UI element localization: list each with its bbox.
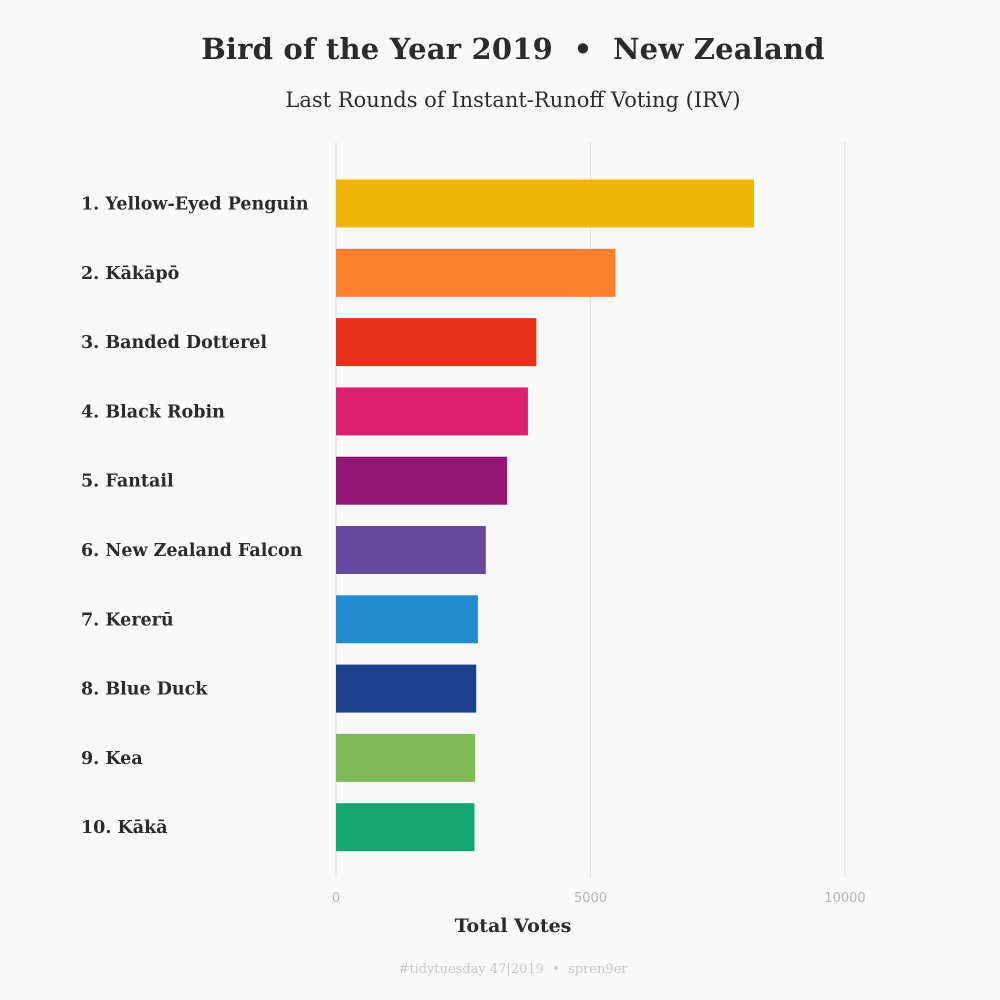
bar (336, 248, 616, 297)
bar (336, 733, 476, 782)
x-axis-title: Total Votes (454, 915, 572, 937)
category-label: 2. Kākāpō (81, 264, 179, 284)
chart-subtitle: Last Rounds of Instant-Runoff Voting (IR… (285, 88, 741, 112)
bar (336, 526, 486, 574)
category-label: 1. Yellow-Eyed Penguin (81, 195, 309, 215)
category-labels: 1. Yellow-Eyed Penguin 2. Kākāpō 3. Banded… (81, 195, 309, 839)
category-label: 7. Kererū (81, 610, 174, 630)
x-tick-label: 10000 (824, 891, 865, 906)
bar (336, 456, 508, 505)
category-label: 9. Kea (81, 749, 143, 769)
bar (336, 595, 478, 644)
bar (336, 664, 477, 713)
bar (336, 387, 528, 436)
category-label: 10. Kākā (81, 818, 168, 838)
bar (336, 318, 537, 367)
bars (336, 179, 754, 852)
category-label: 4. Black Robin (81, 402, 225, 422)
x-tick-label: 5000 (574, 891, 607, 906)
category-label: 6. New Zealand Falcon (81, 541, 303, 561)
x-tick-label: 0 (332, 891, 340, 906)
category-label: 5. Fantail (81, 472, 174, 492)
category-label: 3. Banded Dotterel (81, 333, 267, 353)
chart-title: Bird of the Year 2019 • New Zealand (201, 32, 825, 66)
category-label: 8. Blue Duck (81, 680, 208, 700)
x-axis-ticks: 0 5000 10000 (332, 891, 866, 906)
bar (336, 803, 475, 852)
bar (336, 179, 754, 228)
chart-caption: #tidytuesday 47|2019 • spren9er (398, 962, 628, 977)
